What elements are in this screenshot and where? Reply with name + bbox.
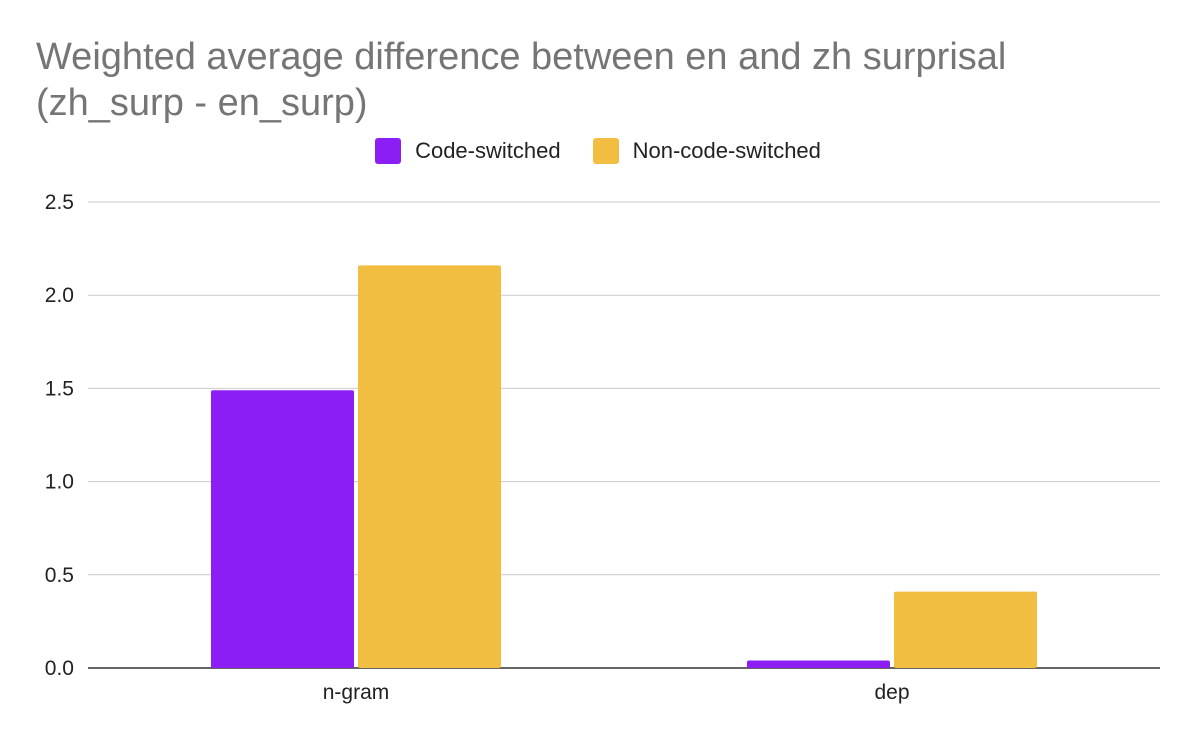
- chart-legend: Code-switched Non-code-switched: [0, 138, 1196, 164]
- chart-title-line-1: Weighted average difference between en a…: [36, 36, 1007, 78]
- y-tick-label: 0.5: [45, 564, 74, 587]
- bar-code-switched-dep: [747, 660, 890, 668]
- y-tick-label: 2.0: [45, 284, 74, 307]
- chart-title-line-2: (zh_surp - en_surp): [36, 82, 368, 124]
- legend-swatch-non-code-switched: [592, 138, 619, 164]
- bar-non-code-switched-n-gram: [358, 265, 501, 668]
- bar-code-switched-n-gram: [211, 390, 354, 668]
- x-tick-label: dep: [874, 681, 909, 704]
- y-tick-label: 1.0: [45, 471, 74, 494]
- bar-non-code-switched-dep: [894, 591, 1037, 668]
- legend-swatch-code-switched: [375, 138, 402, 164]
- legend-item-code-switched: Code-switched: [375, 138, 561, 164]
- x-tick-label: n-gram: [323, 681, 390, 704]
- y-tick-label: 2.5: [45, 191, 74, 214]
- chart-title: Weighted average difference between en a…: [36, 34, 1156, 126]
- y-tick-label: 0.0: [45, 657, 74, 680]
- legend-item-non-code-switched: Non-code-switched: [592, 138, 821, 164]
- y-tick-label: 1.5: [45, 377, 74, 400]
- legend-label-non-code-switched: Non-code-switched: [632, 138, 821, 163]
- legend-label-code-switched: Code-switched: [415, 138, 561, 163]
